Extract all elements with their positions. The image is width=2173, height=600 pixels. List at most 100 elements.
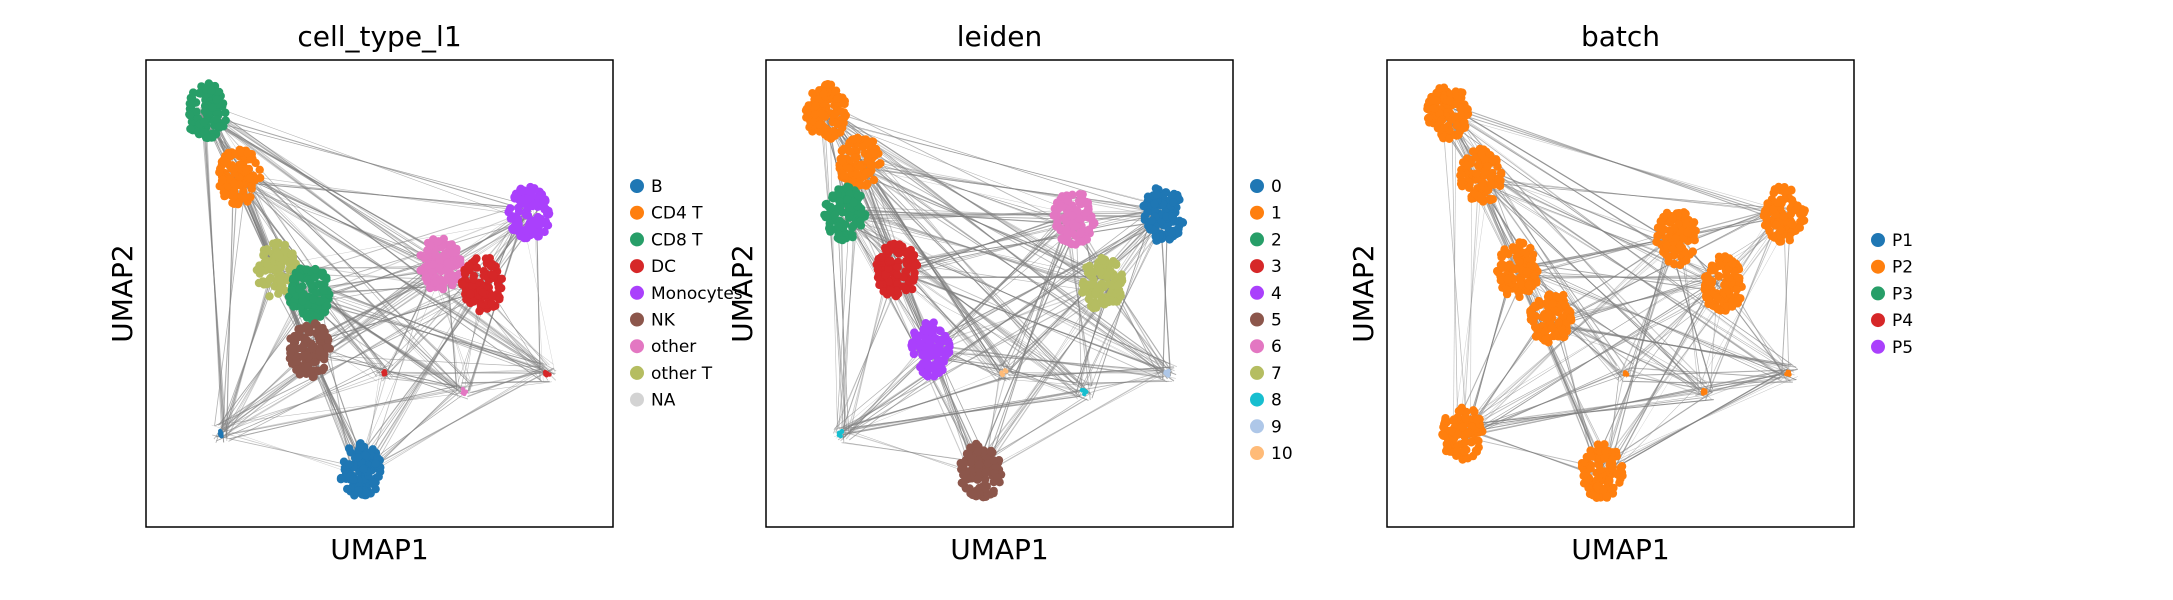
point [461,269,470,278]
point [1442,439,1452,449]
point [1449,415,1459,424]
point [937,337,947,346]
point [1084,294,1094,304]
legend-label: NA [651,391,676,411]
point [1530,271,1539,281]
point [839,171,849,180]
point [999,371,1004,376]
point [512,213,521,222]
point [989,488,998,498]
point [287,285,296,295]
cluster-DC [542,369,552,378]
point [808,89,817,98]
legend: B CD4 T CD8 T DC Monocytes NK other other T NA [630,177,743,411]
point [1472,415,1482,424]
point [1547,324,1557,333]
point [309,372,318,381]
edge [835,113,1159,372]
point [918,368,927,377]
edge [1486,183,1699,385]
point [1528,250,1538,259]
edge [1469,238,1669,433]
point [938,357,947,366]
point [536,191,546,200]
point [1588,491,1598,500]
point [1761,206,1770,215]
point [1702,390,1708,395]
edge [1488,173,1781,377]
edge [841,430,981,474]
point [1713,293,1722,302]
legend-marker [1250,259,1264,274]
edge [316,290,457,395]
point [1457,176,1466,185]
edge [245,168,542,382]
edge [1470,178,1472,432]
point [1787,186,1796,195]
edge [1713,377,1781,387]
y-axis-label: UMAP2 [106,244,139,343]
point [448,281,457,290]
point [1586,452,1596,461]
edge [900,210,1159,274]
legend-label: P5 [1892,338,1913,358]
point [1432,96,1441,106]
point [1085,267,1095,276]
point [1452,451,1461,460]
point [1501,285,1511,294]
edge [853,170,1011,366]
edge [1010,290,1096,367]
point [1763,222,1773,231]
point [1117,270,1127,279]
edge [245,182,355,466]
cluster-8 [1079,387,1089,397]
edge [1551,322,1788,367]
x-axis-label: UMAP1 [1571,533,1670,566]
point [540,227,549,237]
edge [1079,381,1173,384]
plot-area [185,79,557,500]
plot-area [801,80,1188,502]
point [1457,170,1466,179]
panel-title: cell_type_l1 [297,20,461,53]
edge [865,163,999,373]
point [838,433,843,439]
cluster-P2 [1652,208,1700,270]
point [1455,406,1465,416]
edge [1453,180,1489,430]
edge [1001,225,1077,367]
point [215,168,224,177]
point [1670,259,1679,269]
cluster-7 [1078,253,1127,313]
edge [837,214,850,434]
point [958,479,967,488]
point [1541,335,1551,344]
edge [1518,263,1601,478]
point [935,326,944,335]
edge [216,365,389,442]
point [467,281,477,291]
point [1483,162,1492,171]
edge [223,217,527,431]
axes-frame [1386,59,1855,528]
legend-marker [630,339,644,354]
point [823,132,832,141]
point [295,272,304,282]
point [495,293,504,302]
legend-marker [630,312,644,327]
cluster-NK [285,319,334,382]
point [835,197,844,206]
point [229,187,239,196]
point [920,326,930,335]
point [1688,220,1697,230]
edge [1459,173,1483,437]
point [187,100,196,110]
point [804,101,813,110]
point [852,147,861,156]
point [1780,211,1789,220]
edge [1474,176,1791,215]
edge [206,103,440,274]
edge [1545,275,1728,326]
cluster-B [217,428,224,439]
